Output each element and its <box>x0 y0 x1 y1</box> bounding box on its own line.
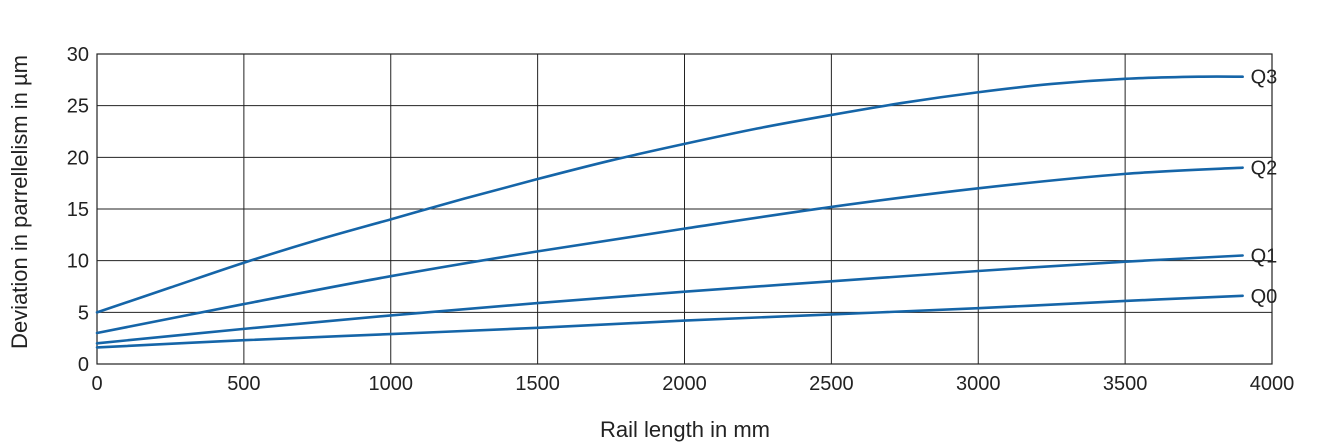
x-tick-label: 3000 <box>956 373 1001 395</box>
series-label-q1: Q1 <box>1251 246 1278 268</box>
series-line-q3 <box>95 75 1244 314</box>
y-tick-label: 0 <box>78 354 89 376</box>
series-line-q2 <box>95 166 1244 335</box>
series-labels: Q3 Q2 Q1 Q0 <box>1251 67 1278 308</box>
x-tick-label: 2000 <box>662 373 707 395</box>
series-line-q1 <box>95 254 1244 345</box>
y-tick-label: 10 <box>67 251 89 273</box>
y-tick-label: 5 <box>78 302 89 324</box>
x-tick-label: 500 <box>227 373 260 395</box>
x-tick-label: 1000 <box>369 373 414 395</box>
series-label-q2: Q2 <box>1251 158 1278 180</box>
series-label-q3: Q3 <box>1251 67 1278 89</box>
series-label-q0: Q0 <box>1251 286 1278 308</box>
x-tick-label: 0 <box>91 373 102 395</box>
y-tick-label: 15 <box>67 199 89 221</box>
x-tick-label: 1500 <box>515 373 560 395</box>
x-axis-title: Rail length in mm <box>600 417 770 442</box>
y-tick-label: 30 <box>67 44 89 66</box>
x-tick-label: 2500 <box>809 373 854 395</box>
series-line-q0 <box>95 294 1244 349</box>
grid <box>96 53 1273 365</box>
y-axis-title: Deviation in parrellelism in µm <box>7 55 32 349</box>
tick-labels: 0 500 1000 1500 2000 2500 3000 3500 4000 0 5 10 15 20… <box>67 44 1295 395</box>
x-tick-label: 4000 <box>1250 373 1295 395</box>
y-tick-label: 25 <box>67 96 89 118</box>
series-lines <box>95 75 1244 349</box>
y-tick-label: 20 <box>67 147 89 169</box>
x-tick-label: 3500 <box>1103 373 1148 395</box>
